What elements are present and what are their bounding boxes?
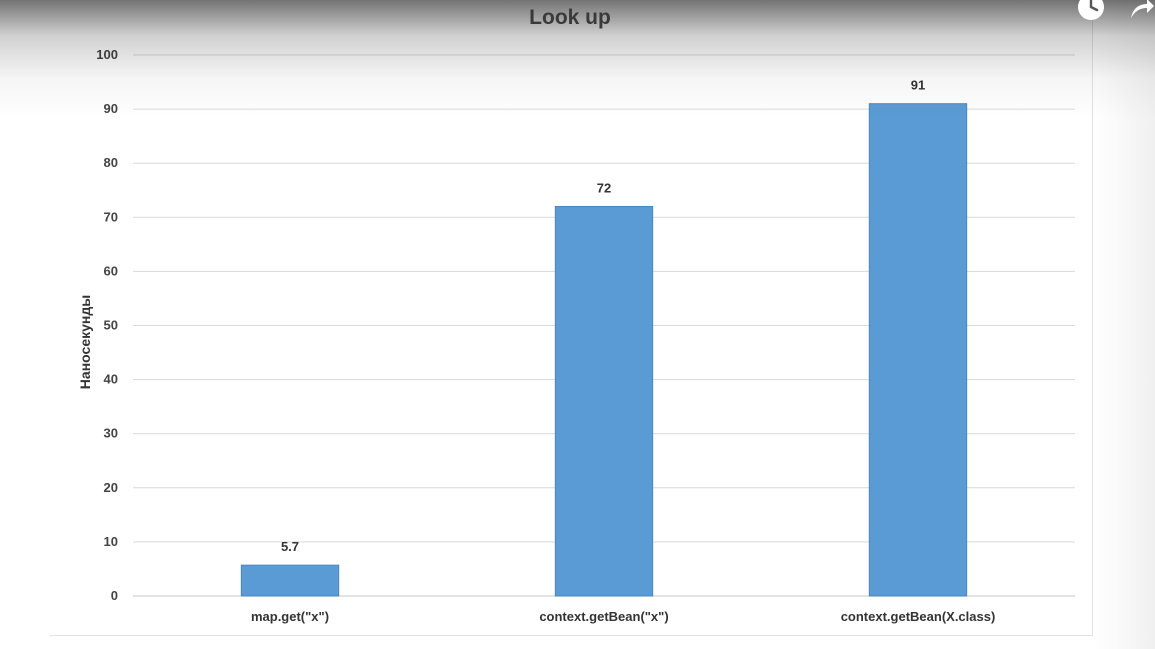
share-arrow-icon[interactable] bbox=[1127, 0, 1155, 22]
y-tick-label: 30 bbox=[104, 426, 118, 441]
y-tick-label: 60 bbox=[104, 263, 118, 278]
x-tick-label: context.getBean("x") bbox=[539, 609, 668, 624]
data-label: 5.7 bbox=[281, 539, 299, 554]
y-tick-label: 80 bbox=[104, 155, 118, 170]
x-tick-label: context.getBean(X.class) bbox=[841, 609, 996, 624]
labels: 0 10 20 30 40 50 60 70 80 90 100 5.7 map.get("x") 72 c… bbox=[96, 47, 995, 624]
bar bbox=[240, 564, 340, 597]
data-label: 72 bbox=[597, 180, 611, 195]
y-tick-label: 100 bbox=[96, 47, 118, 62]
y-tick-label: 40 bbox=[104, 372, 118, 387]
clock-icon[interactable] bbox=[1076, 0, 1106, 22]
y-tick-label: 70 bbox=[104, 209, 118, 224]
bar bbox=[868, 103, 968, 597]
y-axis-title: Наносекунды bbox=[77, 295, 93, 389]
bars bbox=[240, 103, 968, 597]
bar bbox=[554, 205, 654, 597]
y-tick-label: 90 bbox=[104, 101, 118, 116]
chart-title: Look up bbox=[529, 6, 611, 29]
x-tick-label: map.get("x") bbox=[251, 609, 329, 624]
data-label: 91 bbox=[911, 78, 925, 93]
chart-frame bbox=[50, 2, 1093, 636]
y-tick-label: 50 bbox=[104, 318, 118, 333]
y-tick-label: 10 bbox=[104, 534, 118, 549]
y-tick-label: 0 bbox=[111, 588, 118, 603]
y-tick-label: 20 bbox=[104, 480, 118, 495]
